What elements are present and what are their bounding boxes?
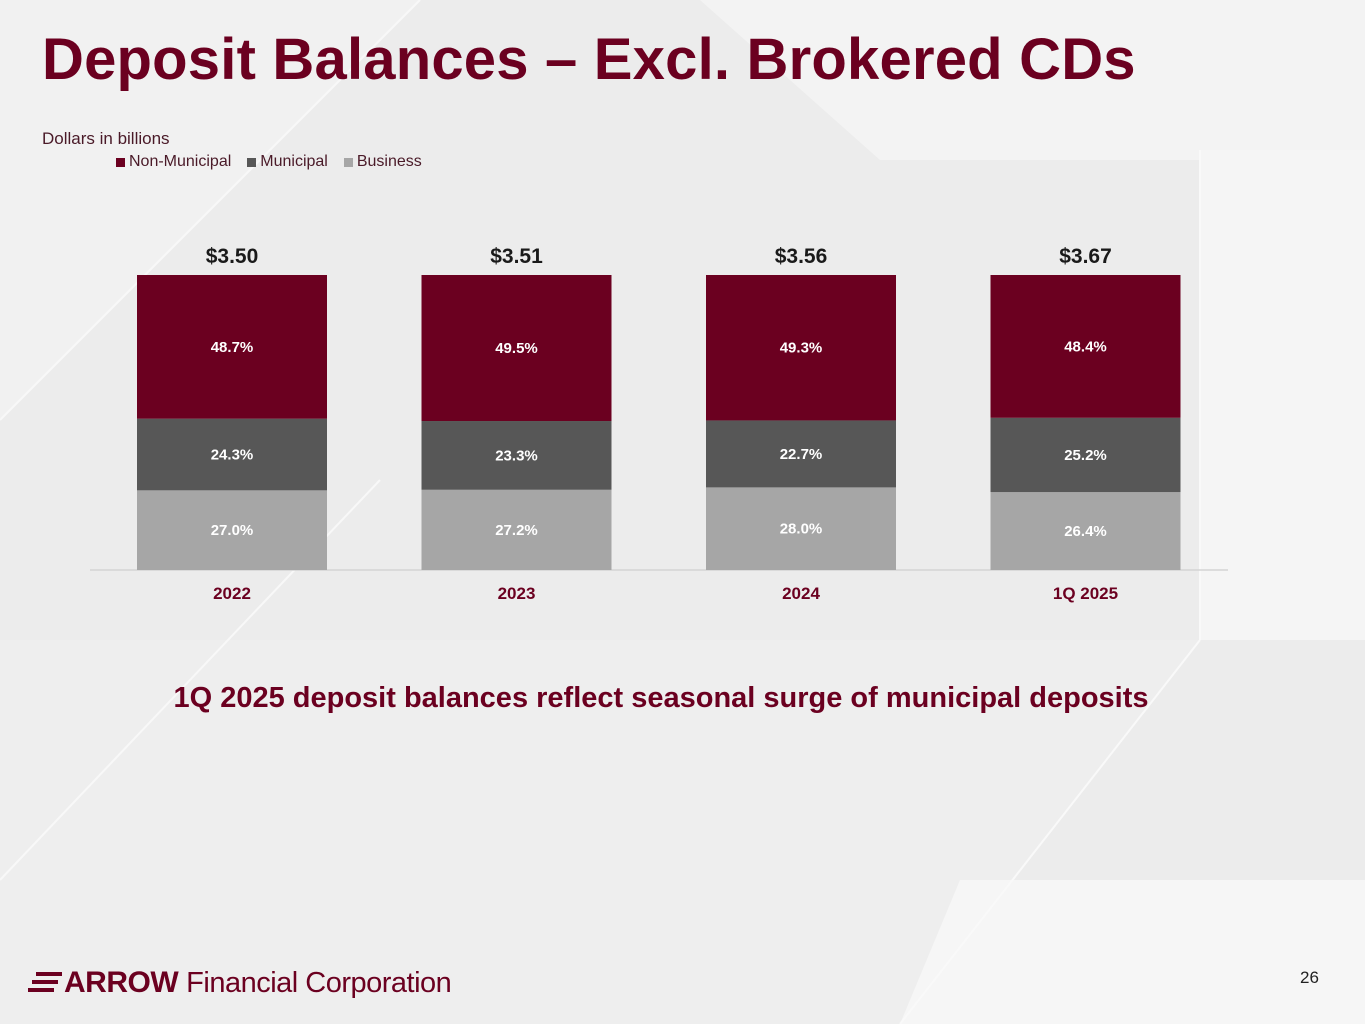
page-title: Deposit Balances – Excl. Brokered CDs	[42, 27, 1136, 92]
bar-non-municipal-2022	[137, 275, 327, 419]
bar-municipal-2024	[706, 420, 896, 488]
legend-label-municipal: Municipal	[260, 153, 328, 170]
page-number: 26	[1300, 968, 1319, 987]
bar-non-municipal-2023	[421, 275, 612, 422]
legend-item-non-municipal: Non-Municipal	[116, 153, 231, 171]
data-label-non-municipal-2024: 49.3%	[780, 340, 823, 357]
bar-business-2023	[421, 489, 612, 570]
data-label-municipal-2023: 23.3%	[495, 447, 538, 464]
total-label-1q-2025: $3.67	[1059, 245, 1112, 268]
chart-legend: Non-Municipal Municipal Business	[116, 153, 422, 171]
bar-municipal-2023	[421, 421, 612, 490]
bar-municipal-2022	[137, 418, 327, 491]
legend-label-non-municipal: Non-Municipal	[129, 153, 232, 170]
data-label-non-municipal-2022: 48.7%	[211, 339, 254, 356]
data-label-municipal-1q-2025: 25.2%	[1064, 447, 1107, 464]
arrow-logo-icon	[28, 972, 62, 992]
bar-non-municipal-2024	[706, 275, 896, 421]
data-label-business-1q-2025: 26.4%	[1064, 523, 1107, 540]
legend-item-municipal: Municipal	[247, 153, 328, 171]
bar-municipal-1q-2025	[990, 417, 1181, 493]
units-note: Dollars in billions	[42, 129, 170, 148]
data-label-business-2022: 27.0%	[211, 522, 254, 539]
data-label-non-municipal-2023: 49.5%	[495, 340, 538, 357]
bar-business-2022	[137, 490, 327, 570]
data-label-business-2023: 27.2%	[495, 522, 538, 539]
data-label-non-municipal-1q-2025: 48.4%	[1064, 338, 1107, 355]
x-tick-label-2024: 2024	[782, 584, 820, 603]
company-logo: ARROW Financial Corporation	[26, 966, 452, 1000]
bar-business-2024	[706, 487, 896, 570]
data-label-business-2024: 28.0%	[780, 521, 823, 538]
slide-caption: 1Q 2025 deposit balances reflect seasona…	[173, 682, 1149, 714]
bar-non-municipal-1q-2025	[990, 275, 1181, 418]
x-tick-label-1q-2025: 1Q 2025	[1053, 584, 1118, 603]
logo-company-name: Financial Corporation	[186, 966, 452, 999]
total-label-2023: $3.51	[490, 245, 543, 268]
x-tick-label-2022: 2022	[213, 584, 251, 603]
legend-item-business: Business	[343, 153, 422, 171]
x-tick-label-2023: 2023	[498, 584, 536, 603]
legend-swatch-municipal	[247, 157, 257, 167]
total-label-2024: $3.56	[775, 245, 828, 268]
legend-swatch-business	[343, 157, 353, 167]
data-label-municipal-2022: 24.3%	[211, 447, 254, 464]
logo-wordmark: ARROW	[64, 966, 179, 999]
legend-swatch-non-municipal	[116, 157, 125, 167]
data-label-municipal-2024: 22.7%	[780, 446, 823, 463]
legend-label-business: Business	[356, 153, 422, 170]
stacked-bar-chart: 27.0% 24.3% 48.7% $3.50 2022 27.2% 23.3% 49.5% $…	[90, 245, 1228, 603]
total-label-2022: $3.50	[206, 245, 259, 268]
bar-business-1q-2025	[990, 492, 1181, 570]
